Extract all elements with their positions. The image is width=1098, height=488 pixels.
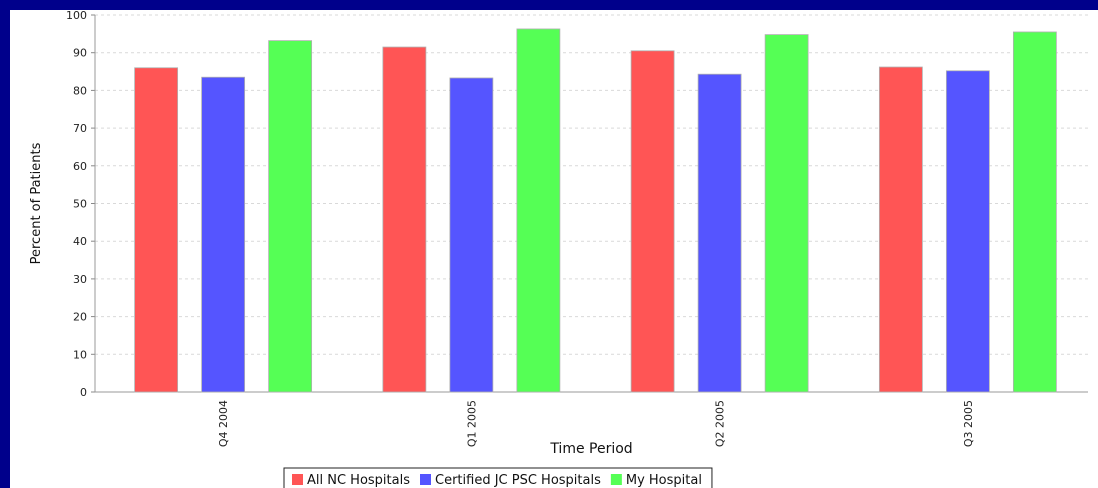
y-tick-label: 40 [73, 235, 87, 248]
x-tick-label: Q3 2005 [962, 400, 975, 447]
y-tick-label: 20 [73, 311, 87, 324]
x-tick-label: Q2 2005 [714, 400, 727, 447]
bar [764, 34, 809, 393]
bar [449, 77, 494, 393]
x-tick-label: Q1 2005 [465, 400, 478, 447]
y-tick-label: 30 [73, 273, 87, 286]
bar [516, 28, 561, 393]
bars [134, 28, 1057, 393]
bar [697, 73, 742, 393]
bar [201, 76, 246, 393]
bar [945, 70, 990, 393]
bar [382, 46, 427, 393]
y-tick-label: 100 [66, 10, 87, 22]
y-axis-title: Percent of Patients [29, 142, 44, 264]
y-tick-label: 10 [73, 348, 87, 361]
legend-label: Certified JC PSC Hospitals [435, 473, 601, 488]
legend-box [283, 467, 713, 488]
y-tick-label: 80 [73, 84, 87, 97]
legend-swatch [292, 474, 303, 485]
chart-panel: 0 10 20 30 40 50 60 70 80 90 100 Q4 2004 Q1 2005 Q2 … [10, 10, 1098, 488]
y-tick-label: 60 [73, 160, 87, 173]
x-tick-label: Q4 2004 [217, 400, 230, 447]
x-axis-title: Time Period [549, 441, 632, 457]
x-tick-labels: Q4 2004 Q1 2005 Q2 2005 Q3 2005 [217, 400, 975, 447]
bar [878, 66, 923, 393]
legend-label: My Hospital [626, 473, 702, 488]
bar [630, 50, 675, 393]
legend: All NC Hospitals Certified JC PSC Hospita… [283, 467, 713, 488]
legend-label: All NC Hospitals [307, 473, 410, 488]
bar [1012, 31, 1057, 393]
bar [134, 67, 179, 393]
bar [268, 40, 313, 393]
legend-swatch [420, 474, 431, 485]
y-tick-label: 70 [73, 122, 87, 135]
y-tick-label: 50 [73, 198, 87, 211]
y-tick-labels: 0 10 20 30 40 50 60 70 80 90 100 [66, 10, 87, 399]
legend-swatch [610, 474, 622, 485]
y-tick-label: 90 [73, 47, 87, 60]
y-tick-label: 0 [80, 386, 87, 399]
bar-chart: 0 10 20 30 40 50 60 70 80 90 100 Q4 2004 Q1 2005 Q2 … [29, 10, 1088, 488]
